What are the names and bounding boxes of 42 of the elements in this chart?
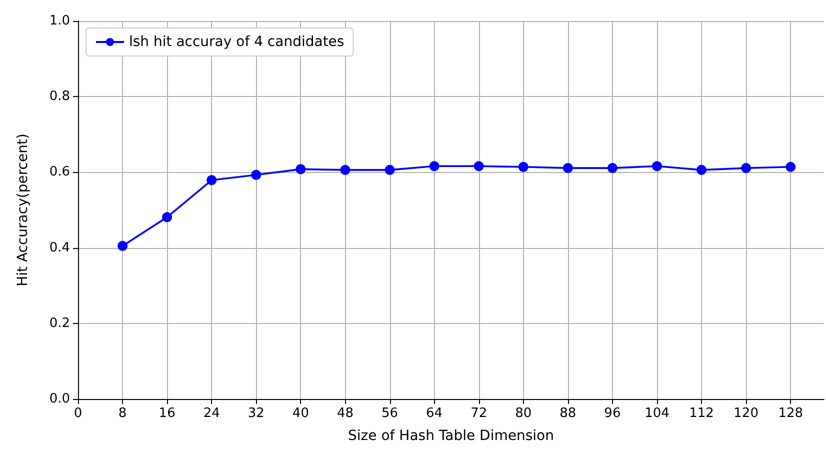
y-tick-label: 0.2	[49, 316, 70, 331]
point	[162, 212, 172, 222]
y-tick-label: 0.0	[49, 392, 70, 406]
x-tick-label: 112	[689, 406, 714, 421]
x-tick-label: 0	[74, 406, 82, 421]
point	[607, 163, 618, 174]
point	[696, 164, 707, 175]
point	[429, 161, 440, 172]
x-tick-label: 88	[560, 406, 576, 421]
x-tick-label: 8	[118, 406, 127, 421]
point	[340, 164, 350, 175]
point	[652, 161, 662, 172]
x-tick-label: 120	[734, 406, 758, 421]
point	[562, 163, 573, 174]
x-tick-label: 80	[515, 406, 532, 421]
point	[518, 162, 528, 172]
x-tick-label: 16	[158, 406, 176, 421]
x-axis-title: Size of Hash Table Dimension	[348, 428, 554, 444]
point	[251, 170, 262, 180]
point	[474, 161, 484, 172]
x-tick-label: 104	[644, 406, 670, 421]
y-tick-label: 0.4	[49, 240, 70, 256]
x-tick-label: 72	[470, 406, 488, 421]
y-tick-label: 0.6	[49, 164, 70, 180]
point	[384, 164, 395, 175]
x-tick-label: 64	[426, 406, 443, 421]
legend-label: lsh hit accuray of 4 candidates	[129, 34, 344, 50]
x-tick-label: 96	[604, 406, 621, 421]
x-tick-label: 128	[778, 406, 804, 421]
x-tick-label: 24	[203, 406, 220, 421]
y-tick-label: 1.0	[49, 14, 70, 28]
x-tick-label: 32	[248, 406, 264, 421]
x-tick-label: 48	[336, 406, 354, 421]
point	[296, 164, 306, 174]
y-axis-title: Hit Accuracy(percent)	[15, 134, 31, 286]
y-tick-label: 0.8	[49, 89, 70, 104]
point	[206, 175, 217, 186]
point	[786, 162, 796, 172]
point	[741, 163, 752, 174]
x-tick-label: 56	[381, 406, 398, 421]
x-tick-label: 40	[292, 406, 309, 421]
point	[118, 240, 128, 251]
